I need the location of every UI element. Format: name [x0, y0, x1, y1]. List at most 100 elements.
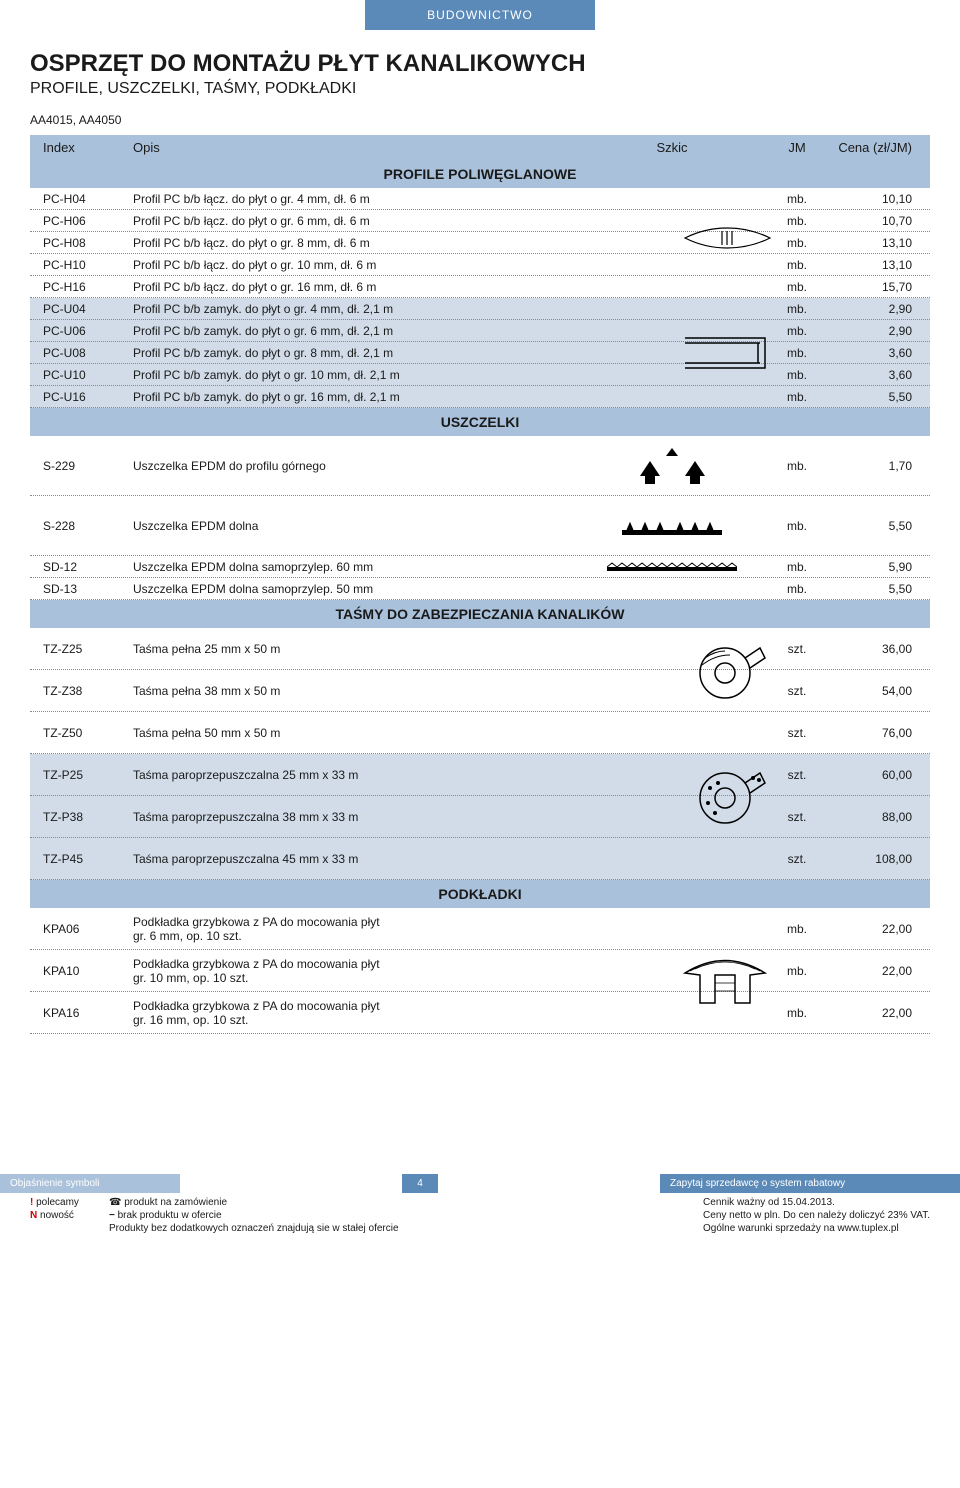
table-row: TZ-P38Taśma paroprzepuszczalna 38 mm x 3…: [30, 796, 930, 838]
cell-opis: Profil PC b/b łącz. do płyt o gr. 10 mm,…: [133, 258, 577, 272]
table-row: PC-H10Profil PC b/b łącz. do płyt o gr. …: [30, 254, 930, 276]
cell-index: TZ-Z25: [38, 642, 133, 656]
cell-index: SD-13: [38, 582, 133, 596]
table-row: KPA06Podkładka grzybkowa z PA do mocowan…: [30, 908, 930, 950]
cell-opis: Uszczelka EPDM do profilu górnego: [133, 459, 577, 473]
tape-solid-icon: [690, 643, 770, 706]
cell-jm: mb.: [767, 302, 827, 316]
cell-cena: 22,00: [827, 922, 922, 936]
table-row: SD-13Uszczelka EPDM dolna samoprzylep. 5…: [30, 578, 930, 600]
cell-jm: szt.: [767, 768, 827, 782]
cell-index: TZ-Z38: [38, 684, 133, 698]
cell-index: PC-H04: [38, 192, 133, 206]
polecamy-label: polecamy: [36, 1197, 79, 1208]
cell-opis: Uszczelka EPDM dolna samoprzylep. 60 mm: [133, 560, 577, 574]
cell-index: PC-H10: [38, 258, 133, 272]
cell-cena: 10,70: [827, 214, 922, 228]
table-row: TZ-P45Taśma paroprzepuszczalna 45 mm x 3…: [30, 838, 930, 880]
cell-index: PC-U04: [38, 302, 133, 316]
cell-cena: 108,00: [827, 852, 922, 866]
col-opis: Opis: [133, 140, 577, 155]
cell-jm: szt.: [767, 810, 827, 824]
table-row: KPA10Podkładka grzybkowa z PA do mocowan…: [30, 950, 930, 992]
section-tasmy: TAŚMY DO ZABEZPIECZANIA KANALIKÓW: [30, 600, 930, 628]
table-row: SD-12Uszczelka EPDM dolna samoprzylep. 6…: [30, 556, 930, 578]
cell-cena: 15,70: [827, 280, 922, 294]
warunki-label: Ogólne warunki sprzedaży na www.tuplex.p…: [703, 1223, 930, 1234]
cell-jm: mb.: [767, 324, 827, 338]
cell-cena: 2,90: [827, 302, 922, 316]
cell-opis: Uszczelka EPDM dolna samoprzylep. 50 mm: [133, 582, 577, 596]
footer-bar: Objaśnienie symboli 4 Zapytaj sprzedawcę…: [0, 1174, 960, 1193]
col-cena: Cena (zł/JM): [827, 140, 922, 155]
cell-cena: 3,60: [827, 368, 922, 382]
page-subtitle: PROFILE, USZCZELKI, TAŚMY, PODKŁADKI: [30, 80, 960, 98]
table-row: TZ-Z25Taśma pełna 25 mm x 50 mszt.36,00: [30, 628, 930, 670]
cell-cena: 13,10: [827, 258, 922, 272]
cell-index: TZ-P38: [38, 810, 133, 824]
cell-opis: Uszczelka EPDM dolna: [133, 519, 577, 533]
col-jm: JM: [767, 140, 827, 155]
cell-jm: mb.: [767, 1006, 827, 1020]
cell-jm: mb.: [767, 192, 827, 206]
cell-index: PC-U08: [38, 346, 133, 360]
cell-jm: mb.: [767, 459, 827, 473]
cell-opis: Taśma paroprzepuszczalna 38 mm x 33 m: [133, 810, 577, 824]
cell-index: TZ-P25: [38, 768, 133, 782]
cell-opis: Profil PC b/b łącz. do płyt o gr. 6 mm, …: [133, 214, 577, 228]
cell-cena: 1,70: [827, 459, 922, 473]
cell-index: TZ-Z50: [38, 726, 133, 740]
stala-label: Produkty bez dodatkowych oznaczeń znajdu…: [109, 1223, 399, 1234]
cell-opis: Taśma pełna 25 mm x 50 m: [133, 642, 577, 656]
cell-index: SD-12: [38, 560, 133, 574]
footer-legend: ! polecamy N nowość ☎ produkt na zamówie…: [0, 1193, 960, 1238]
section-profile: PROFILE POLIWĘGLANOWE: [30, 160, 930, 188]
cell-opis: Podkładka grzybkowa z PA do mocowania pł…: [133, 957, 577, 985]
table-row: PC-H06Profil PC b/b łącz. do płyt o gr. …: [30, 210, 930, 232]
table-row: TZ-Z38Taśma pełna 38 mm x 50 mszt.54,00: [30, 670, 930, 712]
cell-cena: 5,50: [827, 582, 922, 596]
table-row: TZ-Z50Taśma pełna 50 mm x 50 mszt.76,00: [30, 712, 930, 754]
table-row: PC-U08Profil PC b/b zamyk. do płyt o gr.…: [30, 342, 930, 364]
cell-jm: mb.: [767, 214, 827, 228]
cell-jm: szt.: [767, 726, 827, 740]
cell-opis: Taśma paroprzepuszczalna 45 mm x 33 m: [133, 852, 577, 866]
cell-cena: 5,50: [827, 519, 922, 533]
cell-opis: Profil PC b/b zamyk. do płyt o gr. 4 mm,…: [133, 302, 577, 316]
page-title: OSPRZĘT DO MONTAŻU PŁYT KANALIKOWYCH: [30, 50, 960, 78]
table-row: PC-H16Profil PC b/b łącz. do płyt o gr. …: [30, 276, 930, 298]
ceny-label: Ceny netto w pln. Do cen należy doliczyć…: [703, 1210, 930, 1221]
cell-opis: Podkładka grzybkowa z PA do mocowania pł…: [133, 915, 577, 943]
section-uszczelki: USZCZELKI: [30, 408, 930, 436]
category-tab: BUDOWNICTWO: [365, 0, 595, 30]
cell-cena: 10,10: [827, 192, 922, 206]
cell-opis: Profil PC b/b łącz. do płyt o gr. 8 mm, …: [133, 236, 577, 250]
cell-index: KPA16: [38, 1006, 133, 1020]
cell-cena: 13,10: [827, 236, 922, 250]
cell-cena: 60,00: [827, 768, 922, 782]
cell-cena: 3,60: [827, 346, 922, 360]
cell-cena: 54,00: [827, 684, 922, 698]
cell-jm: mb.: [767, 519, 827, 533]
table-row: PC-H08Profil PC b/b łącz. do płyt o gr. …: [30, 232, 930, 254]
cell-index: PC-H06: [38, 214, 133, 228]
table-row: S-228Uszczelka EPDM dolnamb.5,50: [30, 496, 930, 556]
cell-jm: mb.: [767, 964, 827, 978]
section-podkladki: PODKŁADKI: [30, 880, 930, 908]
product-codes: AA4015, AA4050: [30, 113, 960, 127]
cell-jm: szt.: [767, 684, 827, 698]
cell-index: TZ-P45: [38, 852, 133, 866]
col-index: Index: [38, 140, 133, 155]
cell-szkic: [577, 515, 767, 537]
cell-opis: Profil PC b/b zamyk. do płyt o gr. 16 mm…: [133, 390, 577, 404]
table-row: PC-U06Profil PC b/b zamyk. do płyt o gr.…: [30, 320, 930, 342]
nowosc-label: nowość: [40, 1210, 74, 1221]
cell-jm: mb.: [767, 346, 827, 360]
cennik-label: Cennik ważny od 15.04.2013.: [703, 1197, 930, 1208]
polecamy-icon: !: [30, 1197, 33, 1208]
cell-szkic: [577, 561, 767, 573]
cell-opis: Taśma pełna 50 mm x 50 m: [133, 726, 577, 740]
table-header: Index Opis Szkic JM Cena (zł/JM): [30, 135, 930, 160]
dash-icon: −: [109, 1210, 115, 1221]
cell-jm: mb.: [767, 390, 827, 404]
